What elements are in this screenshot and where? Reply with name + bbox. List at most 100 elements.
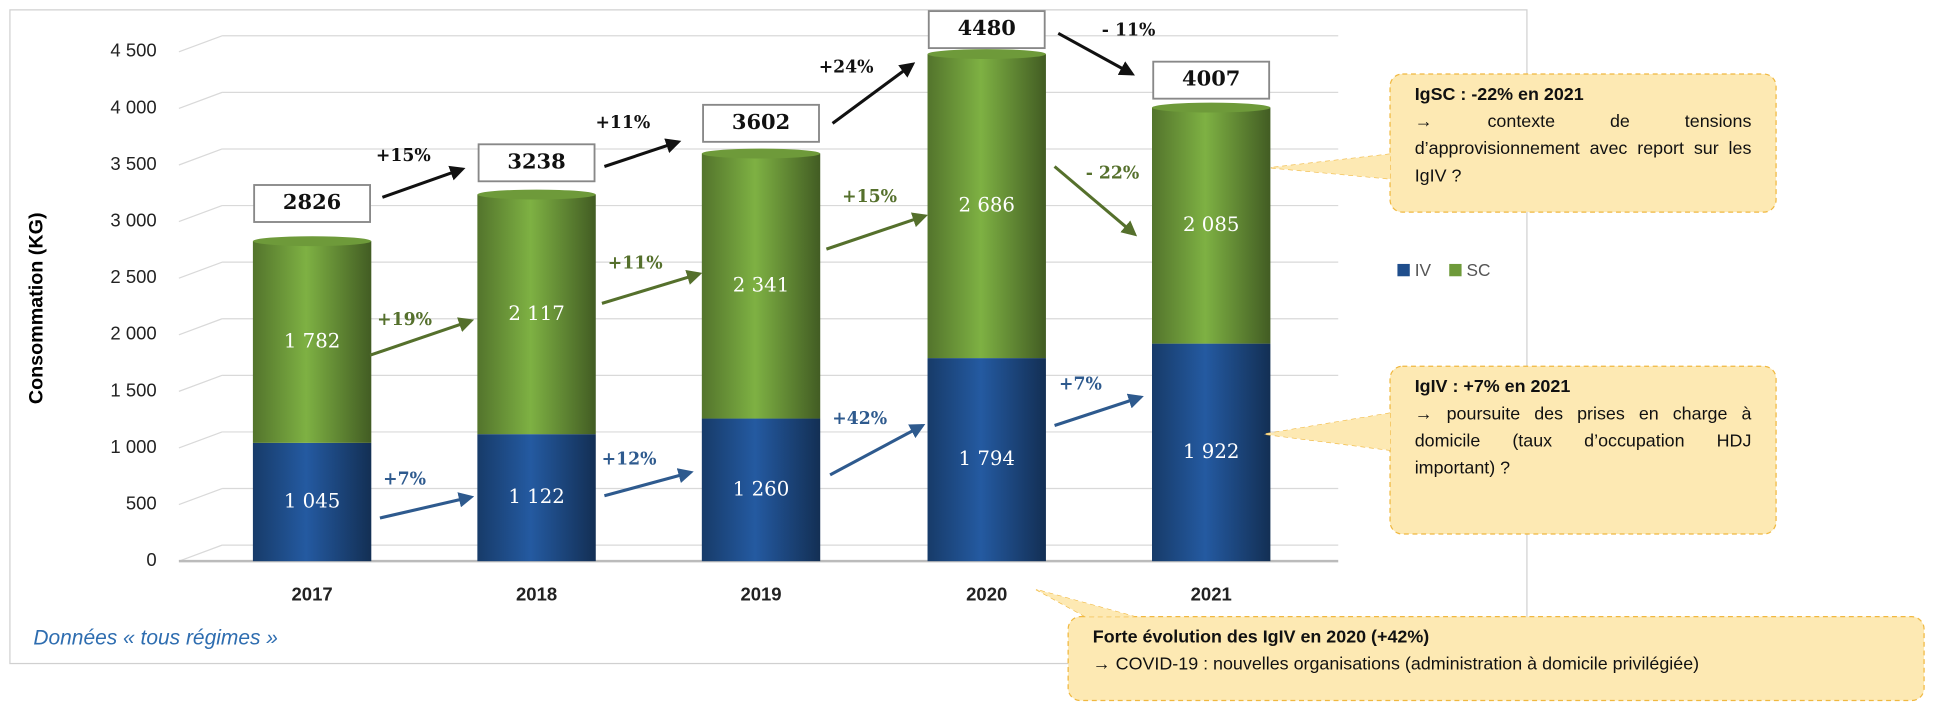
x-tick-label: 2020 bbox=[966, 584, 1007, 605]
value-label: 2 341 bbox=[733, 274, 789, 297]
legend-swatch bbox=[1449, 263, 1462, 277]
change-label: +7% bbox=[383, 469, 426, 489]
change-label: +7% bbox=[1059, 374, 1102, 394]
total-box bbox=[702, 103, 820, 143]
x-tick-label: 2019 bbox=[740, 584, 781, 605]
bar-segment bbox=[927, 54, 1046, 359]
bar-segment bbox=[927, 358, 1046, 562]
callout-pointer-fill bbox=[1270, 154, 1391, 179]
callout-pointer-fill bbox=[1264, 413, 1391, 451]
bar-segment bbox=[252, 241, 372, 443]
bar-segment bbox=[1152, 343, 1271, 562]
callout-box bbox=[1067, 616, 1925, 702]
total-box bbox=[477, 143, 596, 183]
total-label: 4007 bbox=[1182, 66, 1240, 91]
callout-title: IgIV : +7% en 2021 bbox=[1414, 377, 1571, 398]
change-arrow bbox=[1053, 165, 1138, 237]
grid-line bbox=[178, 91, 223, 109]
change-arrow bbox=[603, 138, 682, 168]
bar-segment bbox=[477, 194, 596, 435]
y-tick-label: 0 bbox=[146, 549, 156, 570]
grid-line bbox=[178, 204, 223, 223]
bar-cap bbox=[927, 49, 1046, 59]
change-label: +19% bbox=[377, 310, 432, 330]
bar-cap bbox=[1152, 102, 1271, 113]
bar-segment bbox=[701, 153, 821, 419]
legend-label: IV bbox=[1415, 260, 1432, 280]
grid-line bbox=[178, 544, 223, 562]
value-label: 1 782 bbox=[284, 330, 340, 353]
value-label: 1 922 bbox=[1183, 440, 1239, 463]
change-label: - 11% bbox=[1102, 20, 1156, 40]
callout: IgIV : +7% en 2021 → poursuite des prises… bbox=[1414, 377, 1752, 479]
callout-title: IgSC : -22% en 2021 bbox=[1414, 85, 1584, 105]
change-label: +15% bbox=[842, 187, 897, 207]
value-label: 1 122 bbox=[508, 485, 564, 508]
bar-segment bbox=[477, 434, 596, 562]
change-arrow bbox=[829, 424, 926, 477]
y-tick-label: 2 000 bbox=[110, 323, 156, 344]
value-label: 2 117 bbox=[508, 302, 564, 325]
total-label: 3602 bbox=[732, 109, 790, 134]
change-arrow bbox=[369, 317, 475, 357]
callout-text: → contexte de tensions d’approvisionneme… bbox=[1414, 112, 1752, 187]
total-box bbox=[253, 184, 371, 223]
change-label: +11% bbox=[608, 253, 663, 273]
callout-box bbox=[1389, 73, 1777, 213]
y-tick-label: 1 000 bbox=[110, 436, 156, 457]
x-tick-label: 2017 bbox=[292, 584, 333, 605]
change-arrow bbox=[1057, 31, 1135, 76]
change-arrow bbox=[379, 492, 475, 520]
change-arrow bbox=[1054, 393, 1144, 427]
value-label: 1 260 bbox=[733, 477, 789, 500]
callout: Forte évolution des IgIV en 2020 (+42%) →… bbox=[1092, 627, 1700, 675]
grid-line bbox=[178, 487, 223, 506]
value-label: 2 686 bbox=[959, 194, 1015, 217]
x-tick-label: 2018 bbox=[516, 584, 557, 605]
total-label: 3238 bbox=[507, 148, 565, 173]
total-box bbox=[927, 10, 1046, 50]
bar-cap bbox=[252, 236, 372, 247]
legend-label: SC bbox=[1467, 260, 1491, 280]
change-arrow bbox=[825, 212, 928, 251]
bar-segment bbox=[701, 418, 821, 562]
change-arrow bbox=[381, 165, 466, 199]
source-note: Données « tous régimes » bbox=[33, 626, 278, 649]
grid-line bbox=[178, 431, 223, 449]
grid-line bbox=[178, 261, 223, 279]
y-axis-title: Consommation (KG) bbox=[25, 212, 47, 404]
change-arrow bbox=[831, 62, 916, 125]
bar-segment bbox=[252, 442, 372, 562]
change-label: - 22% bbox=[1086, 163, 1140, 183]
grid-line bbox=[178, 35, 223, 53]
y-tick-label: 4 000 bbox=[110, 96, 156, 117]
total-box bbox=[1152, 60, 1271, 100]
bar-segment bbox=[1152, 107, 1271, 344]
y-tick-label: 500 bbox=[126, 492, 157, 513]
callout-text: → COVID-19 : nouvelles organisations (ad… bbox=[1092, 654, 1700, 675]
grid-line bbox=[178, 374, 223, 392]
legend-swatch bbox=[1397, 263, 1410, 277]
change-arrow bbox=[601, 270, 703, 305]
change-arrow bbox=[603, 468, 694, 498]
bar-cap bbox=[701, 148, 821, 159]
total-label: 2826 bbox=[283, 189, 341, 214]
grid-line bbox=[178, 318, 223, 336]
value-label: 2 085 bbox=[1183, 213, 1239, 236]
grid-line bbox=[178, 148, 223, 166]
callout-title: Forte évolution des IgIV en 2020 (+42%) bbox=[1092, 627, 1430, 648]
change-label: +24% bbox=[819, 57, 874, 77]
y-tick-label: 4 500 bbox=[110, 40, 156, 61]
callout: IgSC : -22% en 2021 → contexte de tension… bbox=[1414, 85, 1752, 187]
change-label: +11% bbox=[595, 113, 650, 133]
y-tick-label: 2 500 bbox=[110, 266, 156, 287]
change-label: +12% bbox=[602, 450, 657, 470]
bar-cap bbox=[477, 189, 596, 200]
y-tick-label: 3 000 bbox=[110, 209, 156, 230]
x-tick-label: 2021 bbox=[1191, 584, 1232, 605]
value-label: 1 045 bbox=[284, 490, 340, 513]
callout-text: → poursuite des prises en charge à domic… bbox=[1414, 404, 1752, 479]
value-label: 1 794 bbox=[959, 447, 1015, 470]
change-label: +42% bbox=[832, 409, 887, 429]
